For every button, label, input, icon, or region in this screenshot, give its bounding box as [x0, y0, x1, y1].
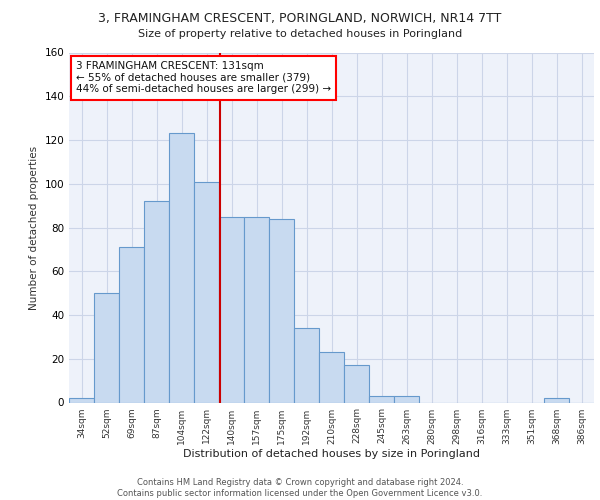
- Bar: [269, 219, 294, 402]
- X-axis label: Distribution of detached houses by size in Poringland: Distribution of detached houses by size …: [183, 450, 480, 460]
- Text: 3 FRAMINGHAM CRESCENT: 131sqm
← 55% of detached houses are smaller (379)
44% of : 3 FRAMINGHAM CRESCENT: 131sqm ← 55% of d…: [76, 61, 331, 94]
- Bar: [169, 134, 194, 402]
- Bar: [244, 216, 269, 402]
- Bar: [94, 293, 119, 403]
- Bar: [544, 398, 569, 402]
- Bar: [194, 182, 219, 402]
- Bar: [144, 201, 169, 402]
- Bar: [219, 216, 244, 402]
- Text: 3, FRAMINGHAM CRESCENT, PORINGLAND, NORWICH, NR14 7TT: 3, FRAMINGHAM CRESCENT, PORINGLAND, NORW…: [98, 12, 502, 25]
- Bar: [344, 366, 369, 403]
- Text: Contains HM Land Registry data © Crown copyright and database right 2024.
Contai: Contains HM Land Registry data © Crown c…: [118, 478, 482, 498]
- Bar: [119, 247, 144, 402]
- Bar: [394, 396, 419, 402]
- Bar: [294, 328, 319, 402]
- Bar: [369, 396, 394, 402]
- Bar: [69, 398, 94, 402]
- Text: Size of property relative to detached houses in Poringland: Size of property relative to detached ho…: [138, 29, 462, 39]
- Y-axis label: Number of detached properties: Number of detached properties: [29, 146, 39, 310]
- Bar: [319, 352, 344, 403]
